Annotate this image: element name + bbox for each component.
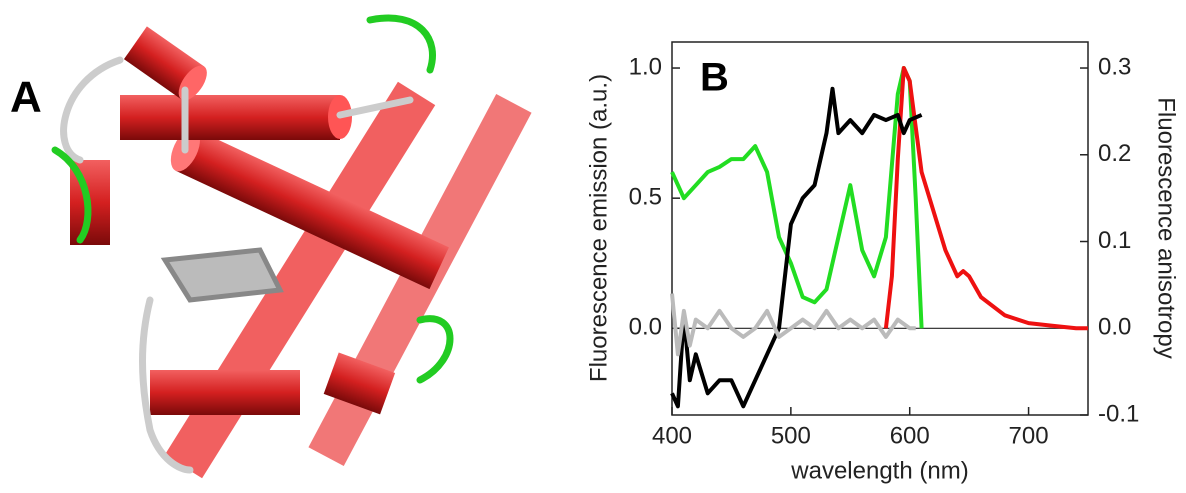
x-tick-label: 700 — [1009, 422, 1049, 449]
data-line — [883, 66, 1088, 331]
y2-tick-label: 0.1 — [1098, 227, 1131, 254]
y2-tick-label: 0.0 — [1098, 314, 1131, 341]
x-tick-label: 500 — [771, 422, 811, 449]
x-tick-label: 600 — [890, 422, 930, 449]
y2-tick-label: -0.1 — [1098, 400, 1139, 427]
panel-label: B — [700, 56, 729, 100]
y2-tick-label: 0.2 — [1098, 140, 1131, 167]
data-line — [670, 66, 924, 329]
y2-axis-label: Fluorescence anisotropy — [1153, 97, 1180, 358]
y2-tick-label: 0.3 — [1098, 53, 1131, 80]
panel-label: A — [10, 73, 42, 122]
x-tick-label: 400 — [652, 422, 692, 449]
data-line — [670, 293, 916, 357]
y-tick-label: 0.0 — [629, 314, 662, 341]
y-tick-label: 0.5 — [629, 184, 662, 211]
y-axis-label: Fluorescence emission (a.u.) — [585, 74, 612, 382]
x-axis-label: wavelength (nm) — [790, 457, 968, 484]
data-line — [670, 86, 923, 409]
plot-frame — [671, 41, 1089, 416]
y-tick-label: 1.0 — [629, 53, 662, 80]
protein-structure — [51, 14, 532, 479]
